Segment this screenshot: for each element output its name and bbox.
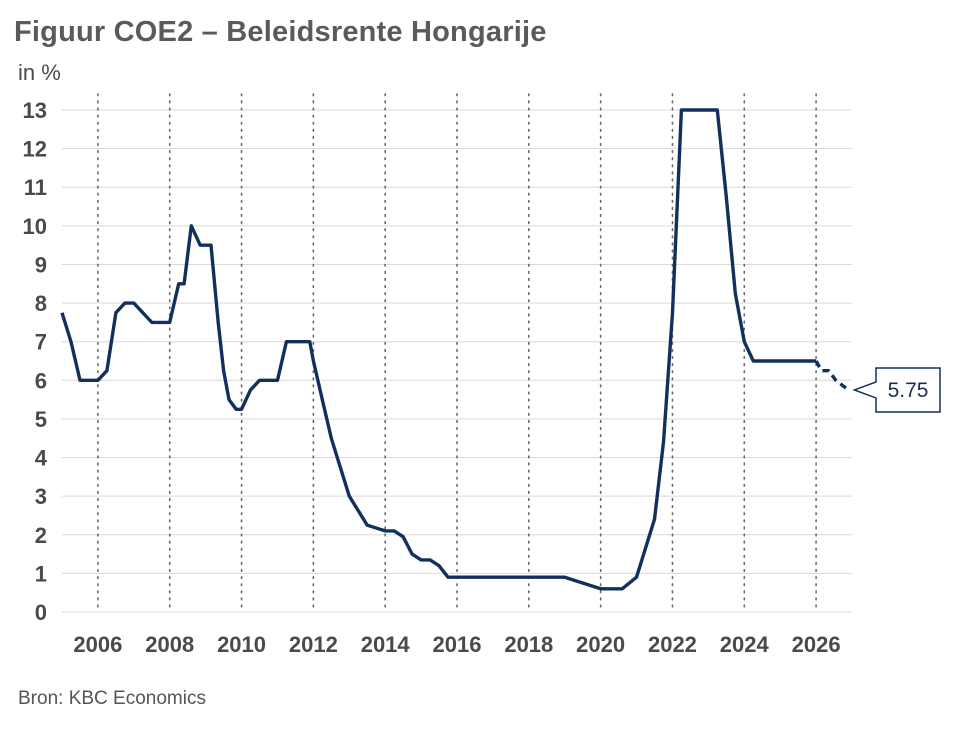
x-tick-label: 2014 bbox=[361, 632, 411, 657]
chart-title: Figuur COE2 – Beleidsrente Hongarije bbox=[14, 16, 547, 48]
value-callout: 5.75 bbox=[852, 367, 941, 413]
x-tick-label: 2020 bbox=[576, 632, 625, 657]
forecast-line bbox=[814, 360, 850, 392]
y-tick-label: 4 bbox=[35, 446, 48, 471]
y-tick-label: 11 bbox=[24, 175, 47, 200]
y-tick-label: 5 bbox=[35, 407, 47, 432]
x-tick-label: 2016 bbox=[433, 632, 482, 657]
y-tick-label: 10 bbox=[23, 214, 47, 239]
series-lines bbox=[60, 108, 850, 591]
y-tick-label: 7 bbox=[35, 330, 47, 355]
x-axis-ticks: 2006 2008 2010 2012 2014 2016 2018 2020 2022 2024… bbox=[73, 632, 840, 657]
x-tick-label: 2008 bbox=[145, 632, 194, 657]
y-tick-label: 6 bbox=[35, 368, 47, 393]
policy-rate-line bbox=[60, 108, 817, 591]
y-tick-label: 13 bbox=[23, 98, 47, 123]
callout-box bbox=[852, 367, 941, 413]
horizontal-gridlines bbox=[62, 109, 852, 613]
x-tick-label: 2012 bbox=[289, 632, 338, 657]
x-tick-label: 2026 bbox=[792, 632, 841, 657]
callout-label: 5.75 bbox=[888, 379, 929, 402]
y-axis-unit-label: in % bbox=[18, 60, 61, 85]
x-tick-label: 2022 bbox=[648, 632, 697, 657]
x-tick-label: 2018 bbox=[504, 632, 553, 657]
vertical-gridlines bbox=[97, 93, 817, 613]
y-tick-label: 1 bbox=[35, 561, 47, 586]
source-note: Bron: KBC Economics bbox=[18, 688, 206, 709]
y-tick-label: 0 bbox=[35, 600, 47, 625]
y-tick-label: 12 bbox=[23, 137, 47, 162]
y-tick-label: 3 bbox=[35, 484, 47, 509]
y-tick-label: 9 bbox=[35, 252, 47, 277]
x-tick-label: 2010 bbox=[217, 632, 266, 657]
y-tick-label: 2 bbox=[35, 523, 47, 548]
x-tick-label: 2006 bbox=[73, 632, 122, 657]
y-tick-label: 8 bbox=[35, 291, 47, 316]
x-tick-label: 2024 bbox=[720, 632, 770, 657]
